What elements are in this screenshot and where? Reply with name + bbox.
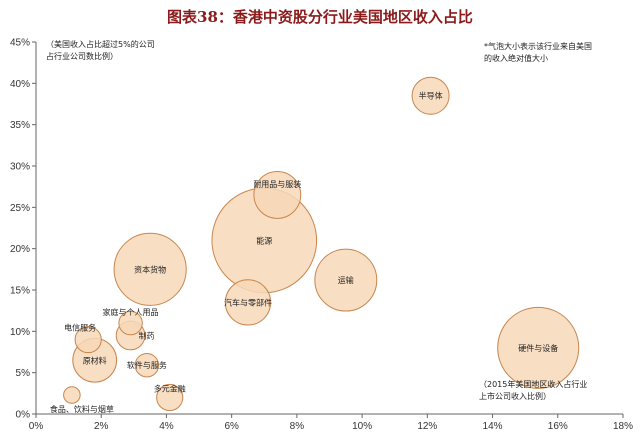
x-tick-label: 0% — [29, 421, 44, 432]
bubble-label: 多元金融 — [154, 383, 186, 393]
bubble — [134, 353, 160, 378]
bubble-label: 运输 — [338, 275, 354, 285]
bubble-label: 软件与服务 — [127, 360, 167, 370]
y-tick-label: 45% — [10, 38, 30, 49]
annotations: （美国收入占比超过5%的公司占行业公司数比例） *气泡大小表示该行业来自美国的收入… — [46, 39, 592, 401]
annotation-line: *气泡大小表示该行业来自美国 — [484, 41, 592, 51]
bubble-label: 资本货物 — [134, 264, 166, 274]
y-tick-label: 5% — [16, 368, 31, 379]
y-tick-label: 20% — [10, 244, 30, 255]
bubble — [74, 326, 102, 354]
y-tick-label: 30% — [10, 162, 30, 173]
bubble-label: 电信服务 — [64, 323, 96, 333]
bubble-label: 能源 — [256, 235, 272, 245]
bubble — [118, 310, 143, 336]
y-tick-label: 15% — [10, 286, 30, 297]
axes: 0% 2% 4% 6% 8% 10% 12% 14% 16% 18% 0% 5% 10% 15% 20% 25… — [10, 38, 633, 433]
bubble — [63, 386, 81, 404]
bubble — [156, 383, 184, 412]
y-tick-label: 25% — [10, 203, 30, 214]
annotation-line: （美国收入占比超过5%的公司 — [46, 39, 155, 49]
annotation-line: 占行业公司数比例） — [46, 51, 118, 61]
bubble-label: 汽车与零部件 — [224, 297, 272, 307]
bubble — [497, 306, 580, 389]
y-tick-label: 35% — [10, 120, 30, 131]
y-tick-label: 40% — [10, 79, 30, 90]
bubble — [253, 171, 302, 219]
annotation-text: *气泡大小表示该行业来自美国的收入绝对值大小 — [484, 41, 592, 63]
annotation-text: （2015年美国地区收入占行业上市公司收入比例） — [479, 379, 587, 401]
bubble-label: 原材料 — [83, 355, 107, 365]
x-tick-label: 12% — [417, 421, 437, 432]
chart-title: 图表38：香港中资股分行业美国地区收入占比 — [167, 8, 473, 26]
x-tick-label: 6% — [224, 421, 239, 432]
bubble-label: 半导体 — [419, 91, 443, 101]
x-tick-label: 2% — [94, 421, 109, 432]
bubble — [224, 279, 272, 326]
bubbles — [63, 76, 580, 412]
x-tick-label: 4% — [159, 421, 174, 432]
x-tick-label: 18% — [613, 421, 633, 432]
y-tick-label: 0% — [16, 410, 31, 421]
annotation-line: 的收入绝对值大小 — [484, 53, 548, 63]
bubble — [113, 232, 187, 306]
bubble-label: 耐用品与服装 — [253, 179, 301, 189]
x-tick-label: 8% — [290, 421, 305, 432]
bubble — [314, 248, 378, 312]
x-tick-label: 10% — [352, 421, 372, 432]
annotation-line: （2015年美国地区收入占行业 — [479, 379, 587, 389]
annotation-line: 上市公司收入比例） — [479, 391, 551, 401]
bubble-label: 硬件与设备 — [518, 343, 558, 353]
bubble-label: 制药 — [139, 330, 155, 340]
y-tick-label: 10% — [10, 327, 30, 338]
bubble — [411, 76, 450, 115]
x-tick-label: 16% — [548, 421, 568, 432]
bubble-label: 食品、饮料与烟草 — [50, 404, 114, 414]
annotation-text: （美国收入占比超过5%的公司占行业公司数比例） — [46, 39, 155, 61]
x-tick-label: 14% — [483, 421, 503, 432]
bubble-label: 家庭与个人用品 — [103, 307, 159, 317]
